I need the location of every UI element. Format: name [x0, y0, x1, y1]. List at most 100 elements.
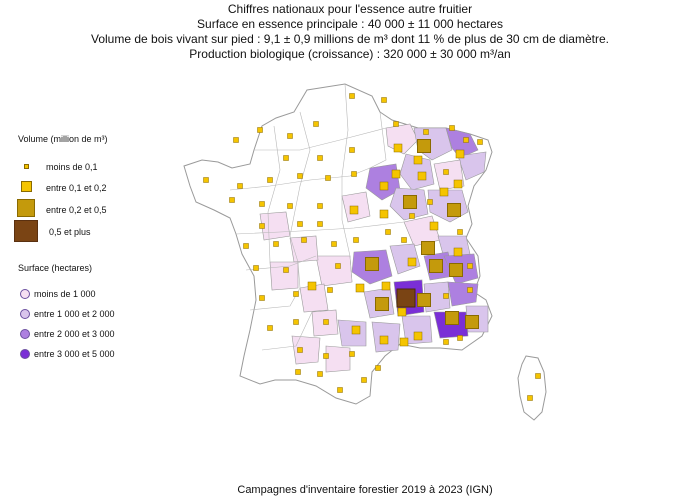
volume-symbol [297, 173, 303, 179]
volume-symbol [455, 149, 465, 159]
volume-summary: Volume de bois vivant sur pied : 9,1 ± 0… [91, 32, 609, 46]
volume-symbol [467, 287, 473, 293]
volume-symbol [407, 257, 417, 267]
legend-surf-swatch-4 [20, 349, 30, 359]
volume-symbol [429, 259, 443, 273]
map-header: Chiffres nationaux pour l'essence autre … [0, 2, 700, 62]
volume-symbol [331, 241, 337, 247]
volume-symbol [396, 288, 416, 308]
volume-symbol [351, 325, 361, 335]
volume-symbol [317, 221, 323, 227]
volume-symbol [307, 281, 317, 291]
volume-symbol [259, 201, 265, 207]
volume-symbol [535, 373, 541, 379]
volume-symbol [385, 229, 391, 235]
volume-symbol [381, 97, 387, 103]
volume-symbol [447, 203, 461, 217]
volume-symbol [443, 169, 449, 175]
volume-symbol [393, 121, 399, 127]
volume-symbol [463, 137, 469, 143]
volume-symbol [259, 295, 265, 301]
volume-symbol [349, 205, 359, 215]
volume-symbol [287, 133, 293, 139]
volume-symbol [349, 147, 355, 153]
volume-symbol [467, 263, 473, 269]
volume-symbol [427, 199, 433, 205]
volume-symbol [295, 369, 301, 375]
map-source: Campagnes d'inventaire forestier 2019 à … [237, 484, 493, 496]
volume-symbol [457, 229, 463, 235]
volume-symbol [253, 265, 259, 271]
volume-symbol [417, 171, 427, 181]
surface-summary: Surface en essence principale : 40 000 ±… [197, 17, 503, 31]
legend-vol-swatch-2 [21, 181, 32, 192]
legend-surf-label-3: entre 2 000 et 3 000 [34, 329, 115, 339]
volume-symbol [453, 247, 463, 257]
legend-surface-title: Surface (hectares) [18, 263, 93, 273]
department-borders [229, 83, 405, 351]
volume-symbol [237, 183, 243, 189]
volume-symbol [293, 291, 299, 297]
volume-symbol [243, 243, 249, 249]
volume-symbol [443, 339, 449, 345]
volume-symbol [323, 353, 329, 359]
legend-vol-swatch-3 [17, 199, 35, 217]
volume-symbol [273, 241, 279, 247]
dept-area [289, 235, 319, 263]
volume-symbol [351, 171, 357, 177]
legend-volume-title: Volume (million de m³) [18, 134, 108, 144]
volume-symbol [317, 203, 323, 209]
volume-symbol [393, 143, 403, 153]
dept-area [315, 255, 353, 287]
volume-symbol [361, 377, 367, 383]
volume-symbol [355, 283, 365, 293]
volume-symbol [413, 331, 423, 341]
volume-symbol [391, 169, 401, 179]
volume-symbol [449, 263, 463, 277]
volume-symbol [417, 139, 431, 153]
legend-vol-label-2: entre 0,1 et 0,2 [46, 183, 107, 193]
volume-symbol [397, 307, 407, 317]
volume-symbol [443, 293, 449, 299]
volume-symbol [379, 181, 389, 191]
volume-symbol [259, 223, 265, 229]
dept-area [389, 243, 421, 275]
volume-symbol [313, 121, 319, 127]
legend-vol-swatch-4 [14, 220, 38, 242]
dept-area [291, 335, 321, 365]
volume-symbol [229, 197, 235, 203]
legend-surf-swatch-2 [20, 309, 30, 319]
volume-symbol [297, 347, 303, 353]
volume-symbol [429, 221, 439, 231]
dept-area [325, 345, 351, 373]
dept-area [457, 151, 487, 181]
volume-symbol [413, 155, 423, 165]
dept-area [401, 315, 433, 345]
legend-surf-swatch-1 [20, 289, 30, 299]
volume-symbol [449, 125, 455, 131]
volume-symbol [423, 129, 429, 135]
volume-symbol [417, 293, 431, 307]
volume-symbol [283, 155, 289, 161]
volume-symbol [317, 371, 323, 377]
volume-symbol [293, 319, 299, 325]
production-summary: Production biologique (croissance) : 320… [189, 47, 511, 61]
volume-symbol [203, 177, 209, 183]
volume-symbol [381, 281, 391, 291]
volume-symbol [283, 267, 289, 273]
legend-vol-label-1: moins de 0,1 [46, 162, 98, 172]
volume-symbol [323, 319, 329, 325]
volume-symbol [297, 221, 303, 227]
volume-symbol [349, 351, 355, 357]
volume-symbol [453, 179, 463, 189]
legend-surf-label-2: entre 1 000 et 2 000 [34, 309, 115, 319]
volume-symbol [375, 365, 381, 371]
dept-area [399, 153, 435, 191]
volume-symbol [233, 137, 239, 143]
volume-symbol [375, 297, 389, 311]
map-title: Chiffres nationaux pour l'essence autre … [227, 2, 473, 16]
volume-symbol [409, 213, 415, 219]
dept-area [269, 261, 299, 291]
volume-symbol [335, 263, 341, 269]
legend-vol-swatch-1 [24, 164, 29, 169]
